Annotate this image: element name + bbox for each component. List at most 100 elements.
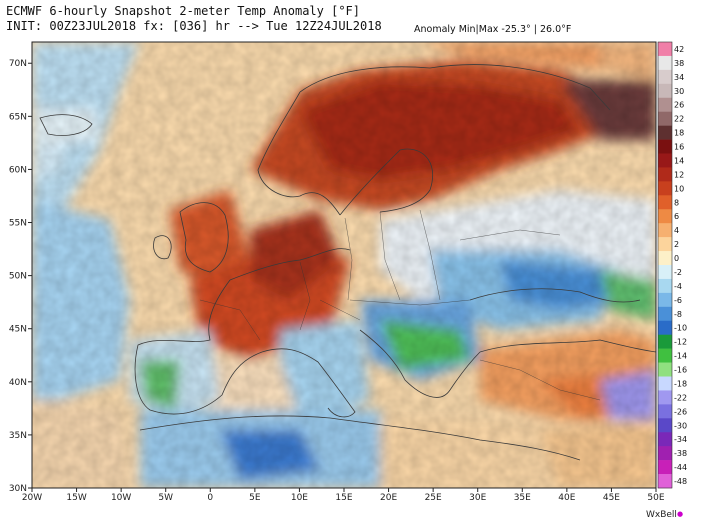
init-forecast-line: INIT: 00Z23JUL2018 fx: [036] hr --> Tue … <box>6 19 382 33</box>
lon-label: 30E <box>469 493 486 503</box>
colorbar-swatch <box>658 83 672 99</box>
colorbar-swatch <box>658 251 672 266</box>
colorbar-swatch <box>658 139 672 154</box>
wxbell-logo: WxBell● <box>646 510 684 520</box>
axis-ticks <box>28 62 657 492</box>
colorbar-swatch <box>658 362 672 377</box>
colorbar-label: 30 <box>674 87 684 96</box>
lat-label: 55N <box>9 219 27 229</box>
colorbar-label: 22 <box>674 115 684 124</box>
colorbar-label: -44 <box>674 463 687 472</box>
lon-label: 15E <box>335 493 352 503</box>
lon-label: 15W <box>66 493 86 503</box>
colorbar: 423834302622181614121086420-2-4-6-8-10-1… <box>657 41 687 489</box>
colorbar-label: -38 <box>674 449 687 458</box>
colorbar-swatch <box>658 195 672 210</box>
colorbar-label: -30 <box>674 421 687 430</box>
colorbar-swatch <box>658 111 672 126</box>
lon-label: 5W <box>158 493 173 503</box>
colorbar-swatch <box>658 334 672 349</box>
colorbar-swatch <box>658 223 672 238</box>
colorbar-swatch <box>658 306 672 322</box>
colorbar-label: -2 <box>674 268 682 277</box>
colorbar-label: -26 <box>674 407 687 416</box>
colorbar-swatch <box>658 446 672 461</box>
colorbar-label: 16 <box>674 143 684 152</box>
colorbar-label: -4 <box>674 282 682 291</box>
colorbar-swatch <box>658 209 672 224</box>
lon-label: 5E <box>249 493 261 503</box>
lon-label: 10E <box>291 493 308 503</box>
colorbar-swatch <box>658 42 672 57</box>
lat-label: 35N <box>9 431 27 441</box>
lon-label: 40E <box>558 493 575 503</box>
colorbar-swatch <box>658 460 672 475</box>
colorbar-label: -8 <box>674 310 682 319</box>
colorbar-label: -48 <box>674 477 687 486</box>
colorbar-label: -12 <box>674 338 687 347</box>
colorbar-swatch <box>658 69 672 85</box>
colorbar-swatch <box>658 404 672 419</box>
lon-label: 35E <box>514 493 531 503</box>
lat-label: 50N <box>9 272 27 282</box>
latitude-labels: 70N 65N 60N 55N 50N 45N 40N 35N 30N <box>9 59 27 494</box>
colorbar-swatch <box>658 390 672 405</box>
lat-label: 65N <box>9 112 27 122</box>
lat-label: 60N <box>9 165 27 175</box>
colorbar-label: 2 <box>674 240 679 249</box>
colorbar-label: -6 <box>674 296 682 305</box>
colorbar-label: 38 <box>674 59 684 68</box>
colorbar-swatch <box>658 292 672 308</box>
anomaly-minmax: Anomaly Min|Max -25.3° | 26.0°F <box>414 24 572 35</box>
colorbar-swatch <box>658 432 672 447</box>
colorbar-label: 18 <box>674 129 684 138</box>
colorbar-swatch <box>658 278 672 294</box>
lat-label: 30N <box>9 484 27 494</box>
colorbar-label: -34 <box>674 435 687 444</box>
colorbar-label: -10 <box>674 324 687 333</box>
lon-label: 20E <box>380 493 397 503</box>
lon-label: 45E <box>603 493 620 503</box>
colorbar-label: -16 <box>674 366 687 375</box>
country-borders <box>199 209 601 401</box>
colorbar-swatch <box>658 55 672 71</box>
colorbar-label: 12 <box>674 170 684 179</box>
colorbar-swatch <box>658 265 672 280</box>
colorbar-label: 6 <box>674 212 679 221</box>
colorbar-swatch <box>658 237 672 252</box>
colorbar-swatch <box>658 348 672 363</box>
colorbar-swatch <box>658 125 672 140</box>
colorbar-label: 42 <box>674 45 684 54</box>
lon-label: 50E <box>647 493 664 503</box>
lat-label: 40N <box>9 378 27 388</box>
coastlines <box>39 64 656 461</box>
colorbar-label: 10 <box>674 184 684 193</box>
map-title: ECMWF 6-hourly Snapshot 2-meter Temp Ano… <box>6 4 361 18</box>
colorbar-swatch <box>658 474 672 489</box>
longitude-labels: 20W 15W 10W 5W 0 5E 10E 15E 20E 25E 30E 35E 40E 45E 50… <box>22 493 665 503</box>
colorbar-swatch <box>658 418 672 433</box>
colorbar-swatch <box>658 167 672 182</box>
colorbar-frame <box>657 41 673 489</box>
colorbar-label: 34 <box>674 73 684 82</box>
colorbar-label: 14 <box>674 156 684 165</box>
lat-label: 70N <box>9 59 27 69</box>
colorbar-swatch <box>658 376 672 391</box>
colorbar-label: 8 <box>674 198 679 207</box>
colorbar-swatch <box>658 97 672 112</box>
colorbar-label: 26 <box>674 101 684 110</box>
anomaly-field <box>32 42 656 488</box>
colorbar-label: 0 <box>674 254 679 263</box>
lon-label: 25E <box>425 493 442 503</box>
lon-label: 20W <box>22 493 42 503</box>
colorbar-label: -18 <box>674 379 687 388</box>
lon-label: 10W <box>111 493 131 503</box>
lat-label: 45N <box>9 325 27 335</box>
colorbar-swatch <box>658 153 672 168</box>
colorbar-label: 4 <box>674 226 679 235</box>
colorbar-swatch <box>658 181 672 196</box>
colorbar-label: -22 <box>674 393 687 402</box>
colorbar-swatch <box>658 320 672 335</box>
lon-label: 0 <box>207 493 213 503</box>
